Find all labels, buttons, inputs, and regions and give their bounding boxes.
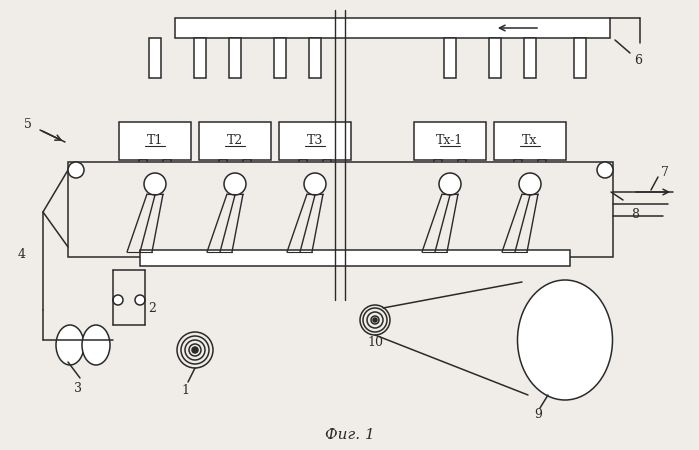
Ellipse shape xyxy=(517,280,612,400)
Text: 3: 3 xyxy=(74,382,82,395)
Bar xyxy=(514,160,522,170)
Text: 9: 9 xyxy=(534,409,542,422)
Bar xyxy=(149,38,161,78)
Text: 1: 1 xyxy=(181,383,189,396)
Bar xyxy=(274,38,286,78)
Bar xyxy=(163,160,171,170)
Circle shape xyxy=(519,173,541,195)
Bar xyxy=(524,38,536,78)
Bar xyxy=(229,38,241,78)
Bar xyxy=(538,160,546,170)
Text: Tx: Tx xyxy=(522,135,538,148)
Bar xyxy=(243,160,251,170)
Ellipse shape xyxy=(56,325,84,365)
Circle shape xyxy=(113,295,123,305)
Text: 2: 2 xyxy=(148,302,156,315)
Text: 10: 10 xyxy=(367,336,383,348)
Bar xyxy=(139,160,147,170)
Bar xyxy=(444,38,456,78)
Text: 5: 5 xyxy=(24,118,32,131)
Bar xyxy=(574,38,586,78)
Text: 6: 6 xyxy=(634,54,642,67)
Bar xyxy=(299,160,307,170)
Bar xyxy=(309,38,321,78)
Circle shape xyxy=(68,162,84,178)
Circle shape xyxy=(144,173,166,195)
Text: Фиг. 1: Фиг. 1 xyxy=(325,428,375,442)
Circle shape xyxy=(192,347,198,353)
Bar xyxy=(199,122,271,160)
Bar xyxy=(175,18,610,38)
Text: 7: 7 xyxy=(661,166,669,179)
Text: 4: 4 xyxy=(18,248,26,261)
Bar xyxy=(494,122,566,160)
Circle shape xyxy=(224,173,246,195)
Bar xyxy=(458,160,466,170)
Bar xyxy=(219,160,227,170)
Circle shape xyxy=(373,318,377,322)
Bar xyxy=(279,122,351,160)
Text: T1: T1 xyxy=(147,135,163,148)
Ellipse shape xyxy=(82,325,110,365)
Text: T2: T2 xyxy=(227,135,243,148)
Bar xyxy=(414,122,486,160)
Text: 8: 8 xyxy=(631,207,639,220)
Bar xyxy=(489,38,501,78)
Bar xyxy=(434,160,442,170)
Bar xyxy=(119,122,191,160)
Circle shape xyxy=(597,162,613,178)
Circle shape xyxy=(135,295,145,305)
Text: Tx-1: Tx-1 xyxy=(436,135,463,148)
Circle shape xyxy=(439,173,461,195)
Text: T3: T3 xyxy=(307,135,323,148)
Bar xyxy=(323,160,331,170)
Circle shape xyxy=(304,173,326,195)
Bar xyxy=(68,162,613,257)
Bar xyxy=(140,250,570,266)
Bar xyxy=(194,38,206,78)
